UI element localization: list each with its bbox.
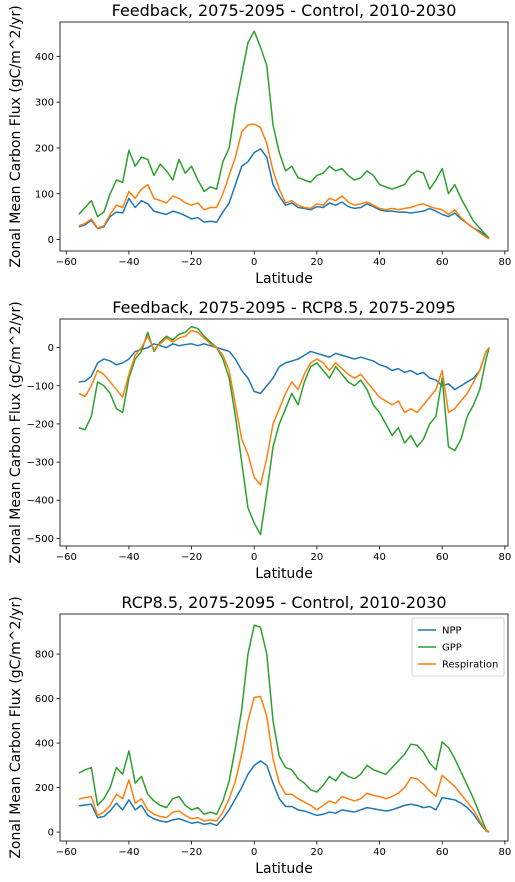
y-tick-label: 800 xyxy=(35,650,54,661)
legend-label-respiration: Respiration xyxy=(442,660,498,671)
x-tick-label: −40 xyxy=(118,552,139,563)
chart-title: Feedback, 2075-2095 - RCP8.5, 2075-2095 xyxy=(112,298,456,317)
x-tick-label: 0 xyxy=(251,847,257,858)
series-line-gpp xyxy=(78,624,490,833)
y-tick-label: −100 xyxy=(27,381,54,392)
x-tick-label: −20 xyxy=(181,847,202,858)
x-tick-label: 60 xyxy=(436,847,449,858)
y-axis-label: Zonal Mean Carbon Flux (gC/m^2/yr) xyxy=(8,301,24,563)
x-axis-label: Latitude xyxy=(255,566,313,582)
series-line-npp xyxy=(78,343,490,395)
y-tick-label: 200 xyxy=(35,143,54,154)
y-tick-label: −300 xyxy=(27,458,54,469)
y-tick-label: −200 xyxy=(27,419,54,430)
x-tick-label: 40 xyxy=(373,552,386,563)
x-axis-label: Latitude xyxy=(255,861,313,877)
legend-box xyxy=(411,617,505,677)
series-line-npp xyxy=(78,760,490,833)
series-line-gpp xyxy=(78,325,490,536)
x-tick-label: −20 xyxy=(181,552,202,563)
subplot-2: Feedback, 2075-2095 - RCP8.5, 2075-2095 −… xyxy=(8,298,511,582)
legend: NPP GPP Respiration xyxy=(411,617,505,677)
plot-frame xyxy=(59,318,509,547)
series-line-gpp xyxy=(78,30,490,239)
y-tick-label: 300 xyxy=(35,98,54,109)
subplot-3: RCP8.5, 2075-2095 - Control, 2010-2030 −6… xyxy=(8,593,511,877)
x-tick-label: 40 xyxy=(373,257,386,268)
x-axis-label: Latitude xyxy=(255,271,313,287)
y-tick-label: 0 xyxy=(48,343,54,354)
series-line-npp xyxy=(78,148,490,240)
y-tick-label: 400 xyxy=(35,739,54,750)
x-tick-label: 80 xyxy=(498,552,511,563)
legend-label-npp: NPP xyxy=(442,626,462,637)
y-tick-label: 200 xyxy=(35,783,54,794)
y-tick-label: 0 xyxy=(48,828,54,839)
plot-frame xyxy=(59,613,509,842)
x-tick-label: 20 xyxy=(311,257,324,268)
y-tick-label: 0 xyxy=(48,235,54,246)
y-tick-label: −500 xyxy=(27,534,54,545)
x-tick-label: −60 xyxy=(56,552,77,563)
x-tick-label: 40 xyxy=(373,847,386,858)
series-line-respiration xyxy=(78,329,490,486)
series-line-respiration xyxy=(78,123,490,240)
x-tick-label: 20 xyxy=(311,847,324,858)
x-tick-label: 60 xyxy=(436,257,449,268)
chart-title: Feedback, 2075-2095 - Control, 2010-2030 xyxy=(112,1,457,20)
x-tick-label: 80 xyxy=(498,257,511,268)
x-tick-label: 0 xyxy=(251,257,257,268)
subplot-1: Feedback, 2075-2095 - Control, 2010-2030… xyxy=(8,1,511,287)
plot-frame xyxy=(59,21,509,252)
series-group xyxy=(78,325,490,536)
x-tick-label: 80 xyxy=(498,847,511,858)
y-tick-label: 100 xyxy=(35,189,54,200)
x-tick-label: −20 xyxy=(181,257,202,268)
y-axis-label: Zonal Mean Carbon Flux (gC/m^2/yr) xyxy=(8,5,24,267)
y-axis-label: Zonal Mean Carbon Flux (gC/m^2/yr) xyxy=(8,596,24,858)
x-tick-label: −60 xyxy=(56,847,77,858)
y-tick-label: −400 xyxy=(27,496,54,507)
x-tick-label: 0 xyxy=(251,552,257,563)
y-tick-label: 400 xyxy=(35,52,54,63)
x-tick-label: 20 xyxy=(311,552,324,563)
series-group xyxy=(78,30,490,240)
x-tick-label: −40 xyxy=(118,847,139,858)
series-group xyxy=(78,624,490,833)
x-tick-label: −60 xyxy=(56,257,77,268)
x-tick-label: 60 xyxy=(436,552,449,563)
legend-label-gpp: GPP xyxy=(442,643,462,654)
y-tick-label: 600 xyxy=(35,694,54,705)
x-tick-label: −40 xyxy=(118,257,139,268)
chart-title: RCP8.5, 2075-2095 - Control, 2010-2030 xyxy=(121,593,446,612)
series-line-respiration xyxy=(78,695,490,833)
